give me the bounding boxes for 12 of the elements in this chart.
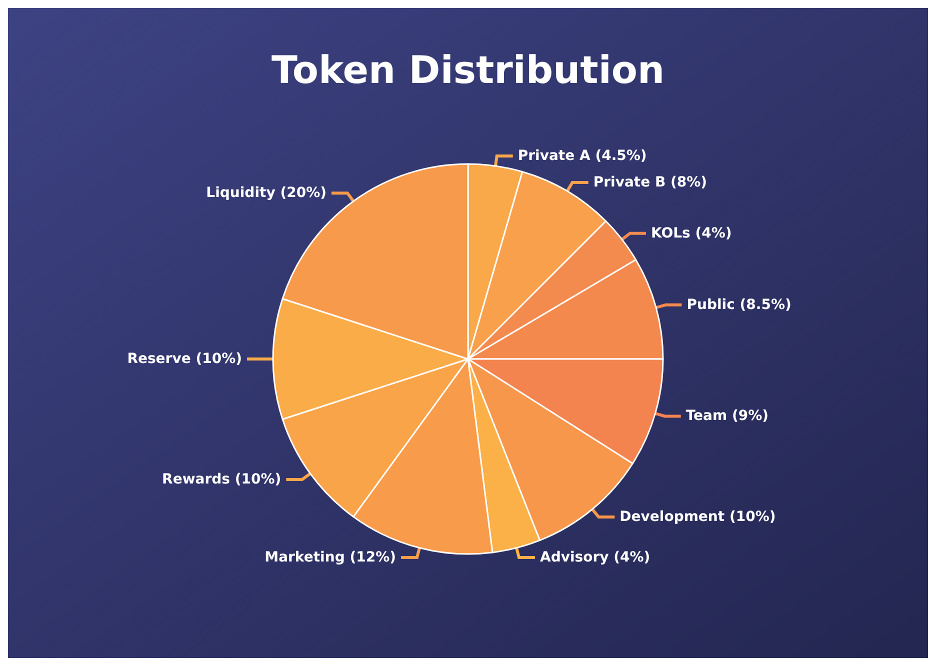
slice-label: Reserve (10%) — [127, 351, 242, 367]
slice-label: Rewards (10%) — [162, 471, 282, 488]
slice-label: Development (10%) — [620, 508, 776, 525]
slice-label: Public (8.5%) — [686, 296, 792, 313]
slice-label: Advisory (4%) — [540, 550, 650, 566]
slice-label: Team (9%) — [686, 408, 769, 424]
slice-label: Private B (8%) — [593, 174, 708, 191]
slice-label: Liquidity (20%) — [206, 185, 327, 202]
slice-label: Marketing (12%) — [264, 550, 396, 566]
slice-label: KOLs (4%) — [650, 225, 732, 242]
chart-title: Token Distribution — [271, 48, 665, 92]
slice-label: Private A (4.5%) — [518, 148, 647, 164]
